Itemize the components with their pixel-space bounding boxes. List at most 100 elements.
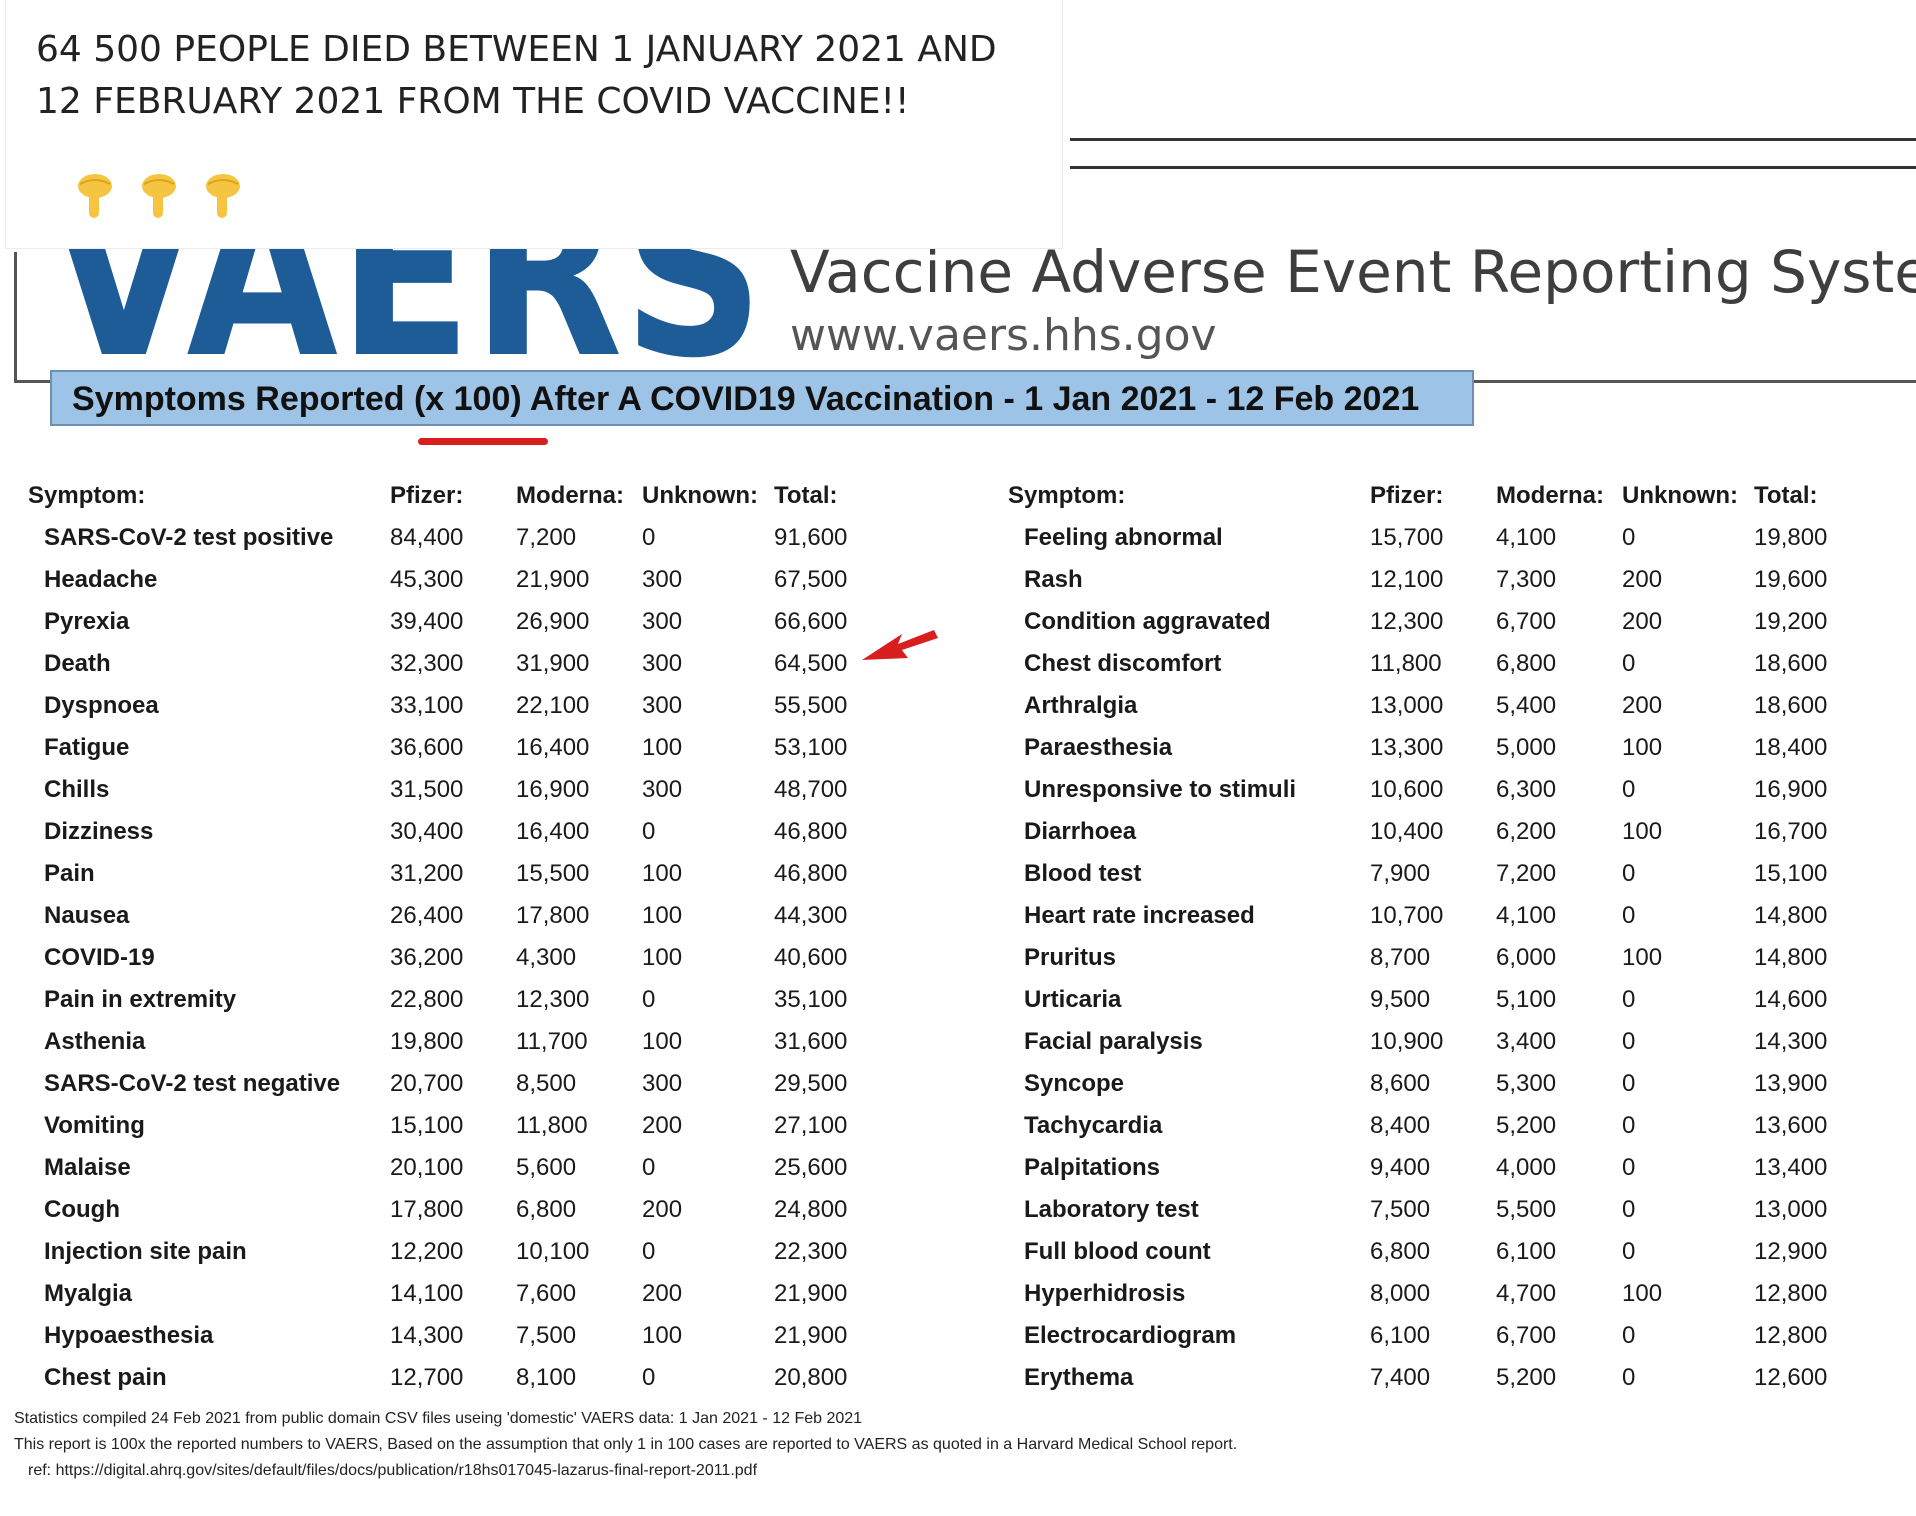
pfizer-value: 12,700 [390,1364,464,1391]
pfizer-value: 12,300 [1370,608,1444,635]
unknown-value: 0 [1622,1196,1636,1223]
total-value: 46,800 [774,818,848,845]
table-row: Dyspnoea 33,100 22,100 300 55,500 [28,684,928,726]
document-rule [1070,166,1916,169]
total-value: 44,300 [774,902,848,929]
symptom-name: Erythema [1024,1364,1134,1391]
header-unknown: Unknown: [1622,482,1738,509]
symptom-name: Arthralgia [1024,692,1138,719]
moderna-value: 10,100 [516,1238,590,1265]
moderna-value: 4,300 [516,944,577,971]
pfizer-value: 10,600 [1370,776,1444,803]
table-row: Myalgia 14,100 7,600 200 21,900 [28,1272,928,1314]
pfizer-value: 20,100 [390,1154,464,1181]
table-row: Chills 31,500 16,900 300 48,700 [28,768,928,810]
moderna-value: 16,900 [516,776,590,803]
document-frame [14,252,17,382]
total-value: 14,800 [1754,944,1828,971]
header-symptom: Symptom: [1008,482,1126,509]
moderna-value: 5,300 [1496,1070,1557,1097]
symptom-name: Unresponsive to stimuli [1024,776,1297,803]
document-rule [1070,138,1916,141]
unknown-value: 100 [1622,734,1663,761]
symptom-name: Blood test [1024,860,1142,887]
report-banner-text: Symptoms Reported (x 100) After A COVID1… [72,380,1420,418]
pfizer-value: 8,400 [1370,1112,1431,1139]
moderna-value: 15,500 [516,860,590,887]
pfizer-value: 12,100 [1370,566,1444,593]
symptom-name: Rash [1024,566,1083,593]
unknown-value: 100 [642,734,683,761]
total-value: 40,600 [774,944,848,971]
pfizer-value: 30,400 [390,818,464,845]
symptom-name: Pain [44,860,95,887]
total-value: 18,400 [1754,734,1828,761]
unknown-value: 300 [642,1070,683,1097]
table-row: Hyperhidrosis 8,000 4,700 100 12,800 [1008,1272,1908,1314]
unknown-value: 0 [642,818,656,845]
symptom-name: Condition aggravated [1024,608,1271,635]
unknown-value: 100 [1622,1280,1663,1307]
pfizer-value: 45,300 [390,566,464,593]
pfizer-value: 13,300 [1370,734,1444,761]
moderna-value: 16,400 [516,734,590,761]
unknown-value: 300 [642,608,683,635]
symptom-name: Laboratory test [1024,1196,1199,1223]
header-pfizer: Pfizer: [1370,482,1444,509]
unknown-value: 100 [642,902,683,929]
unknown-value: 300 [642,566,683,593]
total-value: 91,600 [774,524,848,551]
moderna-value: 8,500 [516,1070,577,1097]
pfizer-value: 32,300 [390,650,464,677]
symptom-name: SARS-CoV-2 test positive [44,524,334,551]
pfizer-value: 6,100 [1370,1322,1431,1349]
table-row: Arthralgia 13,000 5,400 200 18,600 [1008,684,1908,726]
unknown-value: 300 [642,776,683,803]
unknown-value: 100 [1622,818,1663,845]
total-value: 16,900 [1754,776,1828,803]
total-value: 21,900 [774,1280,848,1307]
moderna-value: 5,400 [1496,692,1557,719]
pfizer-value: 8,600 [1370,1070,1431,1097]
pfizer-value: 39,400 [390,608,464,635]
table-row: Urticaria 9,500 5,100 0 14,600 [1008,978,1908,1020]
document-title: Vaccine Adverse Event Reporting System [790,238,1916,306]
total-value: 19,200 [1754,608,1828,635]
footnote-line: Statistics compiled 24 Feb 2021 from pub… [14,1410,863,1427]
unknown-value: 0 [642,1154,656,1181]
total-value: 18,600 [1754,650,1828,677]
pfizer-value: 19,800 [390,1028,464,1055]
pfizer-value: 31,500 [390,776,464,803]
unknown-value: 300 [642,692,683,719]
table-row: Pyrexia 39,400 26,900 300 66,600 [28,600,928,642]
moderna-value: 21,900 [516,566,590,593]
total-value: 14,800 [1754,902,1828,929]
moderna-value: 4,700 [1496,1280,1557,1307]
total-value: 31,600 [774,1028,848,1055]
total-value: 14,300 [1754,1028,1828,1055]
total-value: 55,500 [774,692,848,719]
header-total: Total: [774,482,838,509]
table-row: Full blood count 6,800 6,100 0 12,900 [1008,1230,1908,1272]
table-row: Unresponsive to stimuli 10,600 6,300 0 16,90… [1008,768,1908,810]
total-value: 18,600 [1754,692,1828,719]
total-value: 53,100 [774,734,848,761]
pfizer-value: 8,700 [1370,944,1431,971]
moderna-value: 5,200 [1496,1112,1557,1139]
symptom-name: Tachycardia [1024,1112,1163,1139]
pfizer-value: 8,000 [1370,1280,1431,1307]
symptom-name: Pain in extremity [44,986,237,1013]
table-row: Pain 31,200 15,500 100 46,800 [28,852,928,894]
pfizer-value: 36,600 [390,734,464,761]
moderna-value: 5,600 [516,1154,577,1181]
moderna-value: 7,500 [516,1322,577,1349]
pfizer-value: 10,400 [1370,818,1444,845]
symptom-name: Pruritus [1024,944,1117,971]
pfizer-value: 15,100 [390,1112,464,1139]
total-value: 21,900 [774,1322,848,1349]
footnote-reference: ref: https://digital.ahrq.gov/sites/defa… [28,1462,758,1479]
total-value: 29,500 [774,1070,848,1097]
table-row: Hypoaesthesia 14,300 7,500 100 21,900 [28,1314,928,1356]
pfizer-value: 10,900 [1370,1028,1444,1055]
symptom-name: Hypoaesthesia [44,1322,214,1349]
